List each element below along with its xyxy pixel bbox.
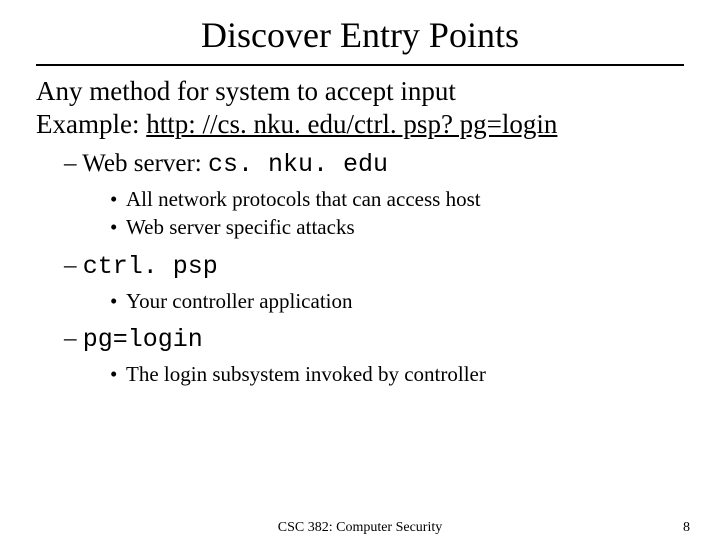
bullet-list: Your controller application [110,287,684,315]
title-rule [36,64,684,66]
dash-mono: pg=login [83,325,203,354]
dash-mono: ctrl. psp [83,252,218,281]
intro-line-1: Any method for system to accept input [36,76,684,107]
footer-page-number: 8 [683,520,690,536]
dash-mono: cs. nku. edu [208,150,388,179]
slide: Discover Entry Points Any method for sys… [0,0,720,540]
bullet-item: The login subsystem invoked by controlle… [110,360,684,388]
dash-item-ctrl: – ctrl. psp [64,252,684,281]
bullet-item: Your controller application [110,287,684,315]
bullet-list: The login subsystem invoked by controlle… [110,360,684,388]
dash-prefix: – Web server: [64,150,208,177]
bullet-item: All network protocols that can access ho… [110,185,684,213]
dash-item-pglogin: – pg=login [64,325,684,354]
intro-line-2: Example: http: //cs. nku. edu/ctrl. psp?… [36,109,684,140]
example-url: http: //cs. nku. edu/ctrl. psp? pg=login [146,109,557,139]
bullet-item: Web server specific attacks [110,213,684,241]
bullet-list: All network protocols that can access ho… [110,185,684,242]
slide-title: Discover Entry Points [0,0,720,64]
dash-item-webserver: – Web server: cs. nku. edu [64,150,684,179]
example-prefix: Example: [36,109,146,139]
footer-course: CSC 382: Computer Security [0,520,720,536]
slide-body: Any method for system to accept input Ex… [0,76,720,388]
dash-prefix: – [64,325,83,352]
dash-prefix: – [64,252,83,279]
